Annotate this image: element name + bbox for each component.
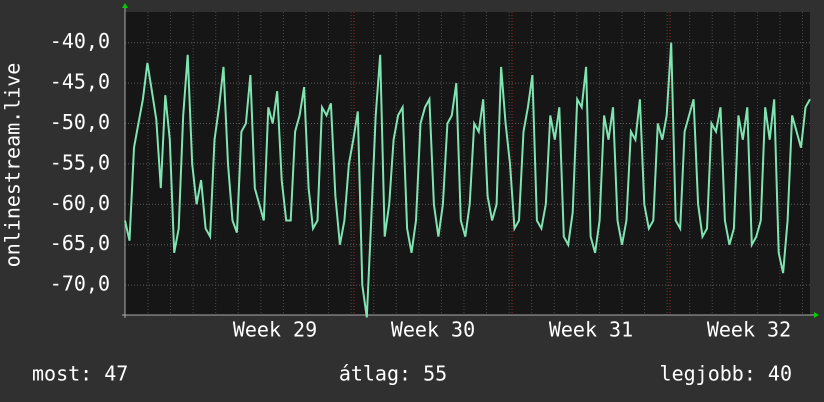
- y-tick-label: -55,0: [50, 150, 110, 174]
- x-tick-label: Week 31: [549, 318, 633, 342]
- y-tick-label: -45,0: [50, 70, 110, 94]
- y-tick-label: -60,0: [50, 191, 110, 215]
- y-tick-label: -70,0: [50, 272, 110, 296]
- y-tick-label: -40,0: [50, 29, 110, 53]
- y-tick-label: -50,0: [50, 110, 110, 134]
- footer-stat: most: 47: [32, 362, 128, 386]
- y-tick-label: -65,0: [50, 231, 110, 255]
- x-tick-label: Week 30: [391, 318, 475, 342]
- y-axis-label: onlinestream.live: [1, 63, 25, 268]
- axis-arrow: [814, 312, 819, 318]
- series-line: [124, 42, 811, 318]
- axis-arrow: [122, 3, 128, 8]
- x-tick-label: Week 32: [707, 318, 791, 342]
- x-tick-label: Week 29: [233, 318, 317, 342]
- footer-stat: átlag: 55: [339, 362, 447, 386]
- footer-stat: legjobb: 40: [660, 362, 792, 386]
